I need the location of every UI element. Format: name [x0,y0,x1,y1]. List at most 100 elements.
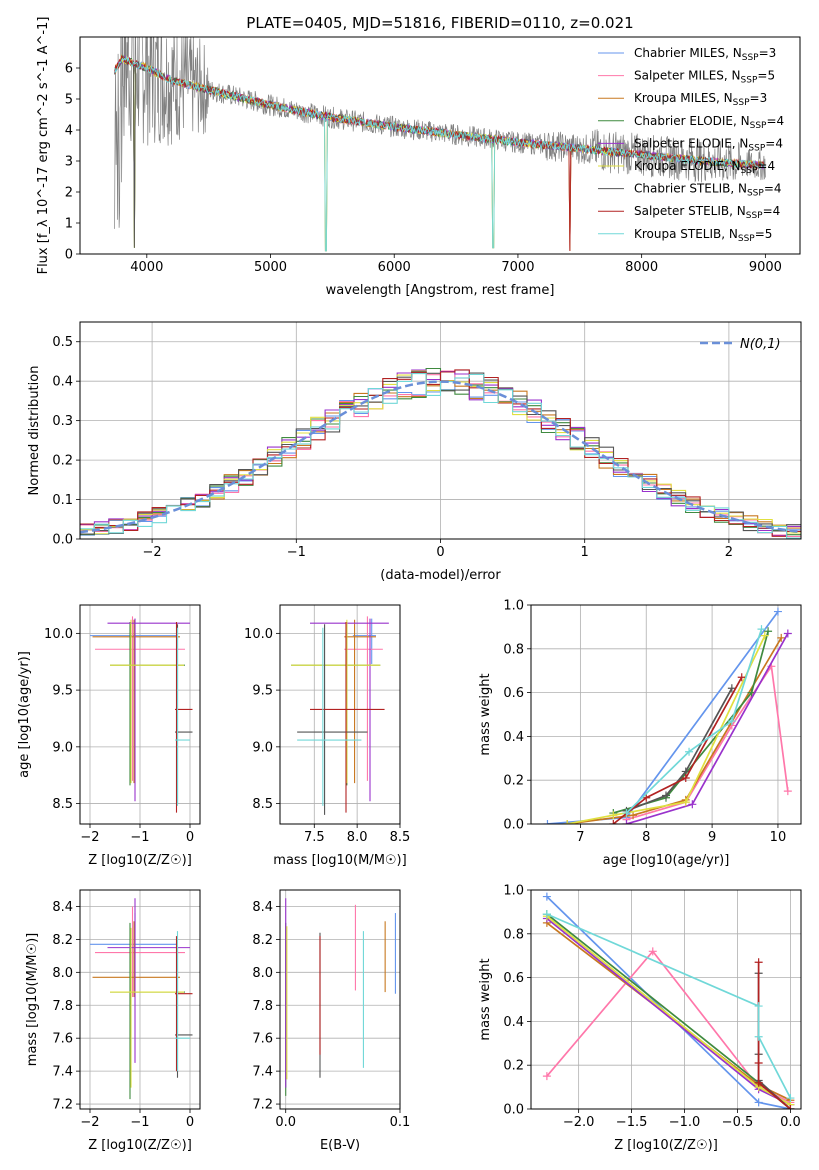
weight-series-line [547,611,779,824]
y-tick-label: 9.0 [52,740,73,755]
legend-sub: SSP [750,121,767,131]
x-axis-label: mass [log10(M/M☉)] [273,853,406,868]
legend-entry: Salpeter STELIB, NSSP=4 [634,204,780,221]
weight-marker [783,629,792,638]
mass_vs_EBV-plot-area [285,898,396,1096]
legend-sub: SSP [741,76,758,86]
residuals-plot-area [80,367,801,539]
legend-entry: N(0,1) [740,337,781,352]
y-tick-label: 9.5 [52,684,73,699]
x-tick-label: 5000 [254,260,287,275]
axes-frame [79,36,801,255]
y-tick-label: 5 [65,93,73,108]
histogram-series [80,369,801,537]
y-tick-label: 0.6 [503,971,524,986]
x-axis-label: age [log10(age/yr)] [603,853,730,868]
legend-entry: Kroupa ELODIE, NSSP=4 [634,159,775,176]
y-tick-label: 4 [65,124,73,139]
weight-series-line [546,895,791,1109]
y-tick-label: 0.0 [503,818,524,833]
x-tick-label: −2.0 [563,1115,595,1130]
x-tick-label: −1.5 [616,1115,648,1130]
y-axis-label: mass [log10(M/M☉)] [25,933,40,1066]
legend-entry: Kroupa STELIB, NSSP=5 [634,227,772,244]
y-tick-label: 0.5 [52,335,73,350]
weight-marker [622,809,631,818]
weight-marker [754,1002,763,1011]
legend-suffix: =4 [766,114,784,128]
weight-marker [685,747,694,756]
legend-suffix: =4 [764,182,782,196]
x-tick-label: 8.0 [347,830,368,845]
legend-sub: SSP [742,53,759,63]
axes-frame [79,889,201,1110]
legend-entry: Chabrier STELIB, NSSP=4 [634,182,782,199]
x-tick-label: −2 [80,1115,99,1130]
y-axis-label: Flux [f_λ 10^-17 erg cm^-2 s^-1 A^-1] [36,17,51,275]
y-tick-label: 0.8 [503,927,524,942]
y-tick-label: 0.0 [503,1103,524,1118]
weight-marker [773,607,782,616]
x-tick-label: 0 [186,1115,194,1130]
axes-frame [279,604,401,825]
weight-marker [688,800,697,809]
y-tick-label: 1.0 [503,599,524,614]
age_vs_mass-plot-area [291,616,389,815]
gaussian-reference-curve [80,380,801,534]
x-tick-label: 6000 [378,260,411,275]
legend-suffix: =4 [763,204,781,218]
x-tick-label: 2 [725,545,733,560]
y-tick-label: 8.5 [52,797,73,812]
weight-marker [543,820,552,824]
weight-marker [727,717,736,726]
observed-spectrum [114,37,766,229]
x-tick-label: 0.0 [275,1115,296,1130]
y-tick-label: 8.2 [52,933,73,948]
x-tick-label: 7000 [501,260,534,275]
legend-suffix: =3 [759,46,777,60]
x-tick-label: 8000 [625,260,658,275]
y-tick-label: 0.2 [52,454,73,469]
legend-suffix: =4 [757,159,775,173]
y-tick-label: 8.0 [252,966,273,981]
x-tick-label: 7.5 [304,830,325,845]
y-tick-label: 7.6 [52,1032,73,1047]
weight-marker [760,631,769,640]
legend-sub: SSP [733,98,750,108]
weight-marker [629,811,638,820]
x-axis-label: Z [log10(Z/Z☉)] [88,1138,192,1153]
x-tick-label: 9 [708,830,716,845]
weight-marker [727,684,736,693]
x-tick-label: 1 [581,545,589,560]
massweight_vs_Z-plot-area [542,892,795,1109]
legend-sub: SSP [747,189,764,199]
x-tick-label: 0.0 [780,1115,801,1130]
weight-marker [542,1072,551,1081]
y-tick-label: 6 [65,62,73,77]
x-tick-label: −1 [130,830,149,845]
weight-marker [754,1078,763,1087]
x-tick-label: 0.1 [390,1115,411,1130]
legend-entry: Salpeter MILES, NSSP=5 [634,69,775,86]
spectrum-plot-area [114,37,766,252]
weight-series-line [567,635,766,824]
weight-marker [786,1094,795,1103]
weight-marker [754,1059,763,1068]
legend-sub: SSP [746,211,763,221]
weight-marker [681,798,690,807]
y-axis-label: Normed distribution [27,366,42,496]
mass_vs_Z-plot-area [90,898,193,1100]
weight-marker [648,947,657,956]
y-tick-label: 2 [65,186,73,201]
legend-entry: Chabrier MILES, NSSP=3 [634,46,776,63]
weight-marker [737,673,746,682]
y-tick-label: 1.0 [503,884,524,899]
x-axis-label: E(B-V) [320,1138,360,1153]
y-tick-label: 10.0 [244,627,273,642]
x-tick-label: 0 [186,830,194,845]
x-tick-label: 8.5 [390,830,411,845]
x-axis-label: wavelength [Angstrom, rest frame] [326,283,555,298]
weight-marker [609,820,618,824]
plots-layer: 4000 5000 6000 7000 8000 90000123456wavelengt… [17,17,802,1153]
legend-sub: SSP [741,166,758,176]
